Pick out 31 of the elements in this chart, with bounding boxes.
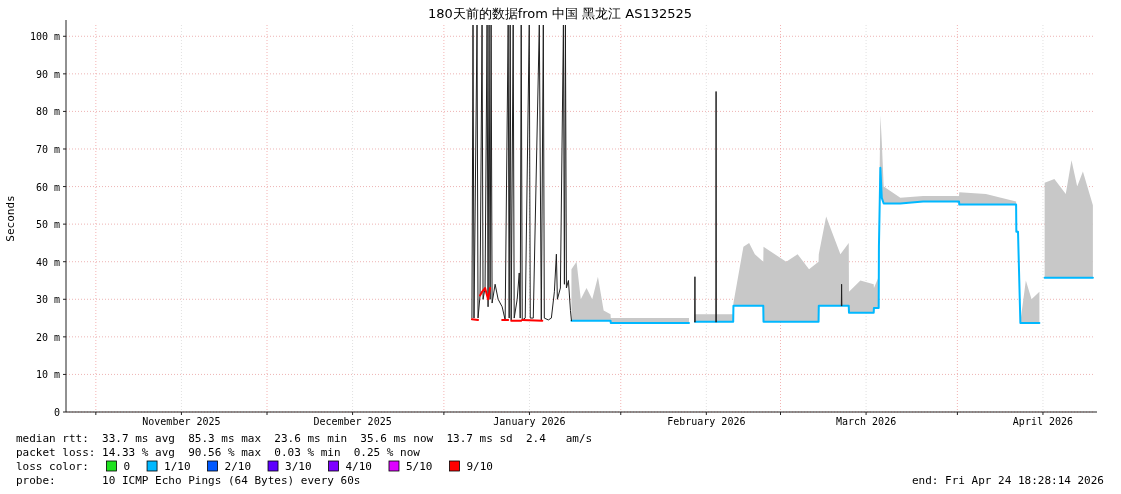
x-tick-label: April 2026: [1012, 416, 1074, 427]
x-tick-label: December 2025: [313, 416, 392, 427]
y-tick-label: 40 m: [35, 256, 60, 268]
y-tick-label: 60 m: [35, 181, 60, 193]
text: median rtt: 33.7 ms avg 85.3 ms max 23.6 ms min 35.6 ms now 13.7 ms sd 2.4 am/s: [16, 432, 593, 445]
text: packet loss: 14.33 % avg 90.56 % max 0.03 % min 0.25 % now: [16, 446, 421, 459]
x-tick-label: February 2026: [667, 416, 746, 427]
legend-label: 0: [123, 460, 131, 473]
x-tick-label: November 2025: [142, 416, 221, 427]
legend-label: 1/10: [164, 460, 191, 473]
text: end: Fri Apr 24 18:28:14 2026: [911, 474, 1104, 487]
y-tick-label: 70 m: [35, 143, 60, 155]
y-tick-label: 30 m: [35, 294, 60, 306]
y-tick-label: 100 m: [29, 31, 60, 43]
y-axis-title: Seconds: [4, 195, 17, 242]
y-tick-label: 0: [53, 407, 60, 418]
x-tick-label: January 2026: [493, 416, 566, 427]
legend-label: 9/10: [466, 460, 493, 473]
legend-label: 2/10: [224, 460, 252, 473]
legend-label: 3/10: [285, 460, 312, 473]
y-tick-label: 80 m: [35, 106, 60, 118]
y-tick-label: 90 m: [35, 68, 60, 80]
y-tick-label: 20 m: [35, 331, 60, 343]
legend-title: loss color:: [16, 460, 89, 473]
text: probe: 10 ICMP Echo Pings (64 Bytes) every 60s: [16, 474, 361, 487]
legend-label: 5/10: [405, 460, 433, 473]
chart-title: 180天前的数据from 中国 黑龙江 AS132525: [427, 6, 693, 21]
y-tick-label: 50 m: [35, 219, 60, 231]
y-tick-label: 10 m: [35, 369, 60, 381]
legend-label: 4/10: [345, 460, 372, 473]
x-tick-label: March 2026: [835, 416, 897, 427]
